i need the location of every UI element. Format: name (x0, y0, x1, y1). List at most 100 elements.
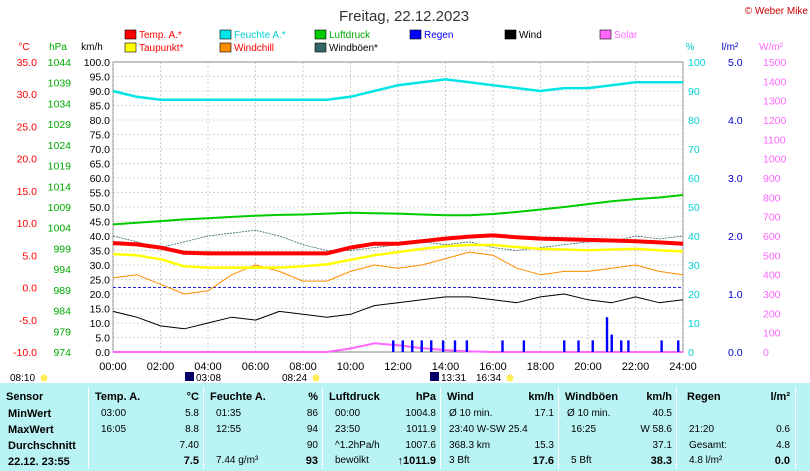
rain-bar (420, 340, 423, 352)
legend-label: Windböen* (329, 43, 378, 54)
solar-tick-label: 900 (763, 173, 781, 185)
time-tick-label: 04:00 (194, 361, 222, 373)
stats-pressure-value: 1004.8 (405, 408, 436, 419)
temp-tick-label: -5.0 (19, 315, 37, 327)
rain-tick-label: 1.0 (728, 289, 743, 301)
stats-sensor-header: Sensor (6, 391, 44, 403)
humidity-tick-label: 30 (688, 260, 700, 272)
wind-tick-label: 70.0 (90, 144, 111, 156)
stats-wind-bft: 3 Bft (449, 455, 470, 466)
chart-title: Freitag, 22.12.2023 (339, 8, 469, 25)
stats-pressure-header: Luftdruck (329, 391, 380, 403)
stats-sensor-row: Durchschnitt (8, 440, 76, 452)
wind-axis-unit: km/h (81, 42, 103, 53)
stats-rain-header: Regen (687, 391, 721, 403)
solar-tick-label: 0 (763, 347, 769, 359)
moon-icon (430, 372, 439, 381)
stats-rain-value: 0.6 (776, 424, 790, 435)
pressure-tick-label: 1029 (48, 119, 72, 131)
stats-gust-value: W 58.6 (640, 424, 672, 435)
humidity-tick-label: 100 (688, 57, 706, 69)
wind-tick-label: 35.0 (90, 246, 111, 258)
stats-col-rain: Regen l/m² 21:20 0.6 Gesamt: 4.8 4.8 l/m² 0.… (677, 383, 794, 471)
time-tick-label: 24:00 (669, 361, 697, 373)
weather-chart: Freitag, 22.12.2023 © Weber Mike Temp. A… (10, 6, 809, 383)
stats-sensor-row: MinWert (8, 408, 52, 420)
sun-icon (506, 374, 514, 382)
temp-tick-label: 25.0 (17, 121, 38, 133)
stats-temp-value: 5.8 (185, 408, 199, 419)
event-time: 16:34 (476, 373, 501, 383)
rain-tick-label: 3.0 (728, 173, 743, 185)
stats-pressure-time: 23:50 (335, 424, 361, 435)
wind-tick-label: 0.0 (95, 347, 110, 359)
solar-tick-label: 600 (763, 231, 781, 243)
legend-swatch (219, 42, 232, 53)
temp-tick-label: 30.0 (17, 89, 38, 101)
rain-bar (501, 340, 504, 352)
rain-axis-unit: l/m² (722, 42, 739, 53)
pressure-tick-label: 1044 (48, 57, 72, 69)
solar-tick-label: 1500 (763, 57, 787, 69)
stats-humidity-value: 86 (306, 408, 318, 419)
stats-gust-label: Ø 10 min. (567, 408, 611, 419)
time-tick-label: 08:00 (289, 361, 317, 373)
humidity-axis-unit: % (686, 42, 695, 53)
wind-tick-label: 75.0 (90, 130, 111, 142)
humidity-tick-label: 90 (688, 86, 700, 98)
solar-tick-label: 400 (763, 270, 781, 282)
pressure-tick-label: 1019 (48, 161, 72, 173)
rain-tick-label: 2.0 (728, 231, 743, 243)
stats-col-wind: Wind km/h Ø 10 min. 17.1 23:40 W-SW 25.4 3… (441, 383, 558, 471)
time-tick-label: 20:00 (574, 361, 602, 373)
legend-label: Solar (614, 30, 638, 41)
solar-tick-label: 200 (763, 308, 781, 320)
solar-tick-label: 1400 (763, 76, 787, 88)
stats-table: Sensor MinWert MaxWert Durchschnitt 22.1… (0, 383, 810, 471)
stats-gust-bft: 5 Bft (571, 455, 592, 466)
legend-swatch (124, 42, 137, 53)
stats-humidity-extra: 7.44 g/m³ (216, 455, 259, 466)
time-tick-label: 12:00 (384, 361, 412, 373)
series-line (113, 342, 683, 353)
event-time: 08:10 (10, 373, 35, 383)
stats-pressure-forecast: bewölkt (335, 455, 369, 466)
stats-sensor-row: MaxWert (8, 424, 54, 436)
stats-humidity-value: 90 (306, 440, 318, 451)
legend-swatch (599, 29, 612, 40)
event-time: 13:31 (441, 373, 466, 383)
pressure-axis-unit: hPa (49, 42, 67, 53)
time-tick-label: 00:00 (99, 361, 127, 373)
copyright-text: © Weber Mike (745, 6, 809, 17)
rain-bar (677, 340, 680, 352)
stats-col-sensor: Sensor MinWert MaxWert Durchschnitt 22.1… (0, 383, 88, 471)
humidity-tick-label: 10 (688, 318, 700, 330)
wind-tick-label: 30.0 (90, 260, 111, 272)
stats-temp-time: 16:05 (101, 424, 127, 435)
humidity-tick-label: 20 (688, 289, 700, 301)
stats-wind-max: 23:40 W-SW 25.4 (449, 424, 528, 435)
legend-label: Temp. A.* (139, 30, 182, 41)
stats-gust-time: 16:25 (571, 424, 597, 435)
series-line (112, 78, 683, 101)
time-tick-label: 18:00 (527, 361, 555, 373)
series-line (112, 251, 684, 295)
stats-humidity-time: 12:55 (216, 424, 242, 435)
legend-swatch (219, 29, 232, 40)
stats-wind-value: 17.1 (534, 408, 554, 419)
time-tick-label: 16:00 (479, 361, 507, 373)
humidity-tick-label: 60 (688, 173, 700, 185)
rain-bar (430, 340, 433, 352)
rain-tick-label: 0.0 (728, 347, 743, 359)
wind-tick-label: 15.0 (90, 304, 111, 316)
pressure-tick-label: 1004 (48, 223, 72, 235)
wind-tick-label: 50.0 (90, 202, 111, 214)
rain-bar (577, 340, 580, 352)
series-line (112, 233, 684, 256)
stats-humidity-time: 01:35 (216, 408, 242, 419)
pressure-tick-label: 1024 (48, 140, 72, 152)
stats-pressure-trend: ^1.2hPa/h (335, 440, 380, 451)
solar-tick-label: 1300 (763, 96, 787, 108)
rain-bar (465, 340, 469, 352)
stats-wind-value: 15.3 (534, 440, 554, 451)
